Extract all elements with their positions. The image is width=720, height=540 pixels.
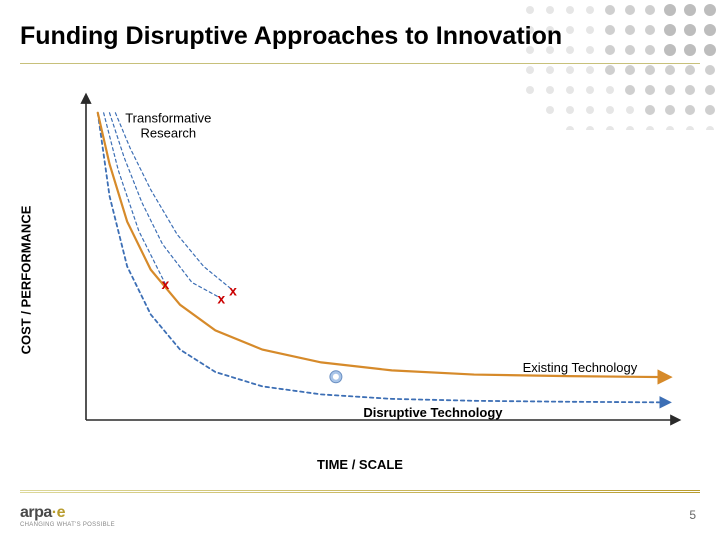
- y-axis-label: COST / PERFORMANCE: [19, 206, 34, 355]
- title-rule: [20, 63, 700, 64]
- logo-accent: ·e: [52, 504, 65, 521]
- chart-svg: xxxTransformativeResearchExisting Techno…: [66, 90, 684, 450]
- slide: Funding Disruptive Approaches to Innovat…: [0, 0, 720, 540]
- fail-x-mark: x: [217, 290, 225, 306]
- fail-x-mark: x: [161, 276, 169, 292]
- page-title: Funding Disruptive Approaches to Innovat…: [20, 22, 562, 51]
- x-axis-label: TIME / SCALE: [317, 457, 403, 472]
- page-number: 5: [689, 508, 696, 522]
- logo-tagline: CHANGING WHAT'S POSSIBLE: [20, 522, 115, 528]
- annot-disruptive: Disruptive Technology: [363, 405, 503, 420]
- annot-transformative: TransformativeResearch: [125, 110, 211, 140]
- annot-existing: Existing Technology: [523, 360, 638, 375]
- footer-rule: [20, 490, 700, 492]
- chart-area: COST / PERFORMANCE xxxTransformativeRese…: [36, 90, 684, 470]
- fail-x-mark: x: [229, 282, 237, 298]
- logo: arpa·e CHANGING WHAT'S POSSIBLE: [20, 504, 115, 528]
- logo-brand: arpa: [20, 504, 52, 521]
